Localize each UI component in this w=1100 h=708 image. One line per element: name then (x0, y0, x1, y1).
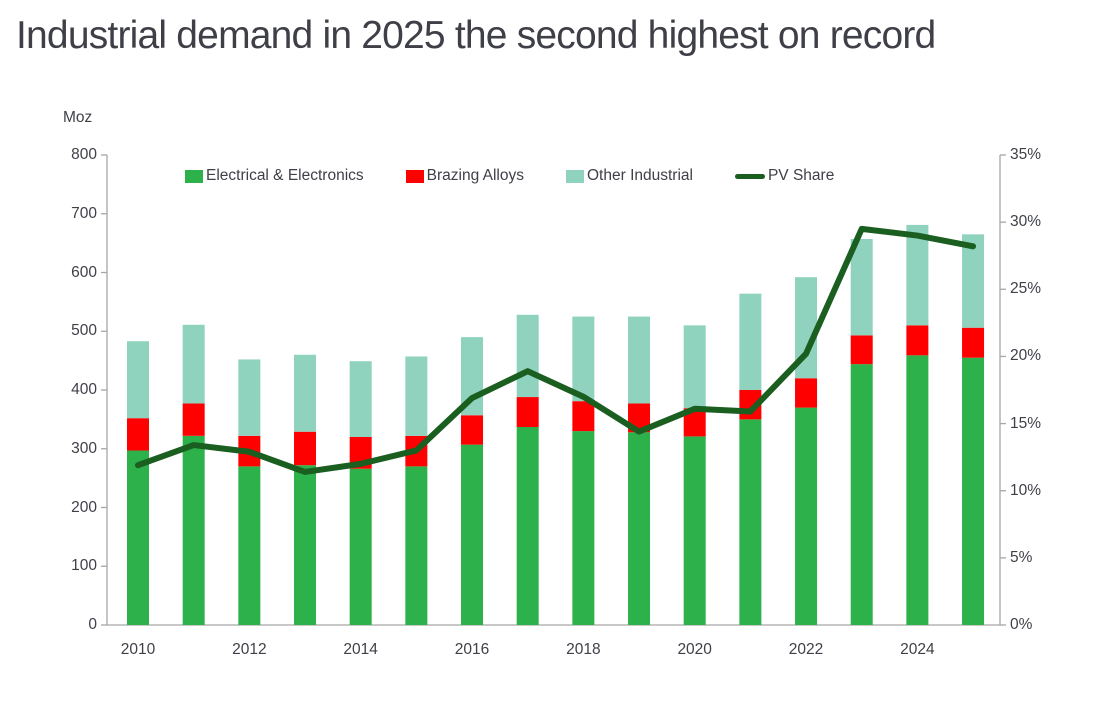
bar-segment-2017 (516, 314, 539, 398)
bar-segment-2016 (461, 444, 484, 625)
left-axis-tick-label: 200 (71, 498, 97, 516)
right-axis-tick-label: 25% (1010, 280, 1042, 298)
right-axis-tick-label: 20% (1010, 347, 1042, 365)
legend-label: Other Industrial (587, 167, 693, 184)
bar-segment-2014 (349, 468, 372, 625)
bar-segment-2022 (795, 277, 818, 379)
legend-item: Electrical & Electronics (185, 167, 364, 185)
bar-segment-2023 (850, 335, 873, 365)
bar-segment-2011 (182, 324, 205, 404)
legend-line-swatch-icon (734, 173, 765, 179)
bar-segment-2022 (795, 407, 818, 625)
x-axis-year-label: 2012 (232, 641, 267, 658)
bar-segment-2025 (962, 357, 985, 625)
left-axis-tick-label: 800 (71, 146, 97, 163)
bar-segment-2010 (127, 418, 149, 451)
legend-square-swatch-icon (566, 169, 584, 183)
bar-segment-2017 (516, 397, 539, 428)
bar-segment-2012 (238, 466, 261, 625)
legend-square-swatch-icon (185, 169, 203, 183)
x-axis-year-label: 2014 (343, 641, 378, 658)
left-axis-tick-label: 0 (88, 616, 97, 633)
right-axis-tick-label: 35% (1010, 146, 1042, 163)
bar-segment-2016 (461, 415, 484, 445)
bar-segment-2011 (182, 435, 205, 625)
bar-segment-2015 (405, 356, 428, 436)
bar-segment-2024 (906, 355, 929, 625)
bar-segment-2013 (294, 465, 317, 625)
bar-segment-2025 (962, 327, 985, 358)
right-axis-tick-label: 30% (1010, 213, 1042, 231)
bar-segment-2024 (906, 325, 929, 356)
bar-segment-2020 (683, 325, 706, 409)
x-axis-year-label: 2018 (566, 641, 601, 658)
right-axis-tick-label: 5% (1010, 548, 1033, 566)
x-axis-year-label: 2024 (900, 641, 935, 658)
x-axis-year-label: 2022 (788, 641, 824, 658)
legend: Electrical & Electronics Brazing Alloys Ot… (185, 167, 834, 185)
bar-segment-2021 (739, 293, 762, 390)
bar-segment-2010 (127, 450, 149, 625)
pv-share-line (135, 225, 977, 475)
chart-title: Industrial demand in 2025 the second hig… (16, 14, 936, 57)
right-axis-tick-label: 10% (1010, 481, 1042, 499)
bar-segment-2020 (683, 436, 706, 625)
left-axis-tick-label: 500 (71, 322, 97, 340)
right-axis-tick-label: 15% (1010, 414, 1042, 432)
left-axis-unit-label: Moz (63, 109, 93, 126)
bar-segment-2019 (628, 432, 651, 625)
legend-item: Brazing Alloys (405, 167, 524, 185)
left-axis-tick-label: 700 (71, 204, 97, 222)
bar-segment-2018 (572, 316, 595, 402)
bar-segment-2023 (850, 364, 873, 625)
bar-segment-2014 (349, 361, 372, 437)
bar-segment-2018 (572, 401, 595, 432)
legend-item: PV Share (734, 167, 835, 185)
right-axis-tick-label: 0% (1010, 616, 1033, 633)
legend-label: PV Share (767, 167, 835, 184)
bar-segment-2015 (405, 466, 428, 625)
legend-label: Brazing Alloys (426, 167, 524, 184)
bar-segment-2010 (127, 341, 149, 419)
legend-item: Other Industrial (566, 167, 693, 185)
bar-segment-2022 (795, 378, 818, 408)
legend-label: Electrical & Electronics (206, 167, 364, 184)
x-axis-year-label: 2020 (677, 641, 712, 658)
bar-segment-2023 (850, 239, 873, 336)
bar-segment-2024 (906, 224, 929, 326)
x-axis-year-label: 2016 (454, 641, 490, 658)
bar-segment-2020 (683, 408, 706, 437)
bar-segment-2013 (294, 354, 317, 432)
bar-segment-2011 (182, 403, 205, 436)
bar-segment-2013 (294, 431, 317, 466)
left-axis-tick-label: 400 (71, 381, 97, 398)
left-axis-tick-label: 600 (71, 263, 97, 281)
bar-segment-2017 (516, 427, 539, 625)
x-axis-year-label: 2010 (120, 641, 156, 658)
bar-segment-2019 (628, 316, 651, 404)
bar-segment-2025 (962, 234, 985, 328)
bar-segment-2012 (238, 359, 261, 436)
bar-segment-2021 (739, 419, 762, 625)
legend-square-swatch-icon (405, 169, 424, 183)
left-axis-tick-label: 300 (71, 439, 97, 457)
bar-segment-2018 (572, 431, 595, 625)
left-axis-tick-label: 100 (71, 557, 97, 575)
